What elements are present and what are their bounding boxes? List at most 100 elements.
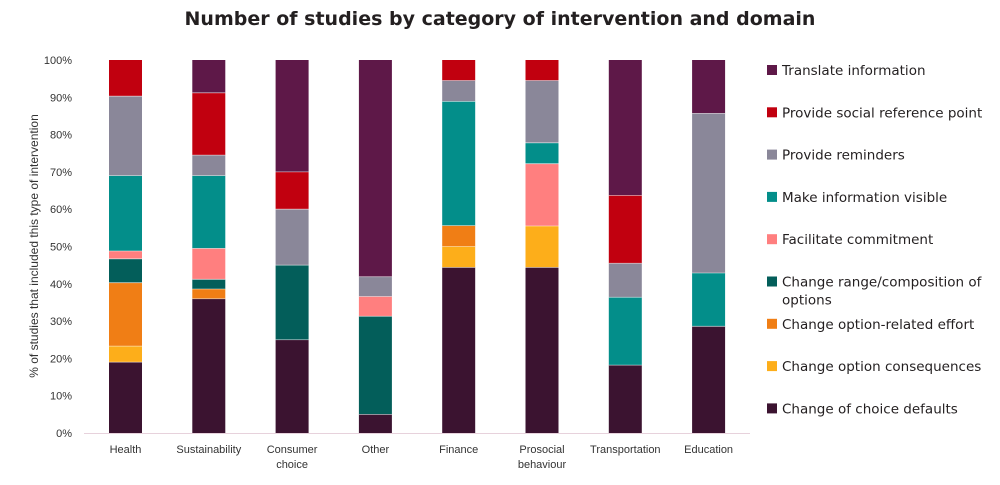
legend-swatch (767, 107, 777, 118)
legend-label: Change option-related effort (782, 317, 974, 333)
x-category-label: Education (684, 444, 733, 456)
bar-segment (192, 92, 226, 156)
bar-segment (109, 175, 142, 251)
bar-segment (275, 171, 309, 210)
bar-stack (442, 60, 476, 433)
legend-item: Provide reminders (767, 148, 905, 164)
legend-swatch (767, 276, 777, 287)
legend-swatch (767, 361, 777, 372)
bar-segment (192, 279, 226, 290)
y-tick-label: 60% (50, 204, 72, 216)
bar-segment (525, 163, 559, 226)
legend-swatch (767, 65, 777, 75)
legend-label: options (782, 293, 832, 309)
bar-segment (358, 316, 392, 415)
legend-swatch (767, 191, 777, 202)
bar-segment (109, 346, 142, 363)
bar-segment (692, 326, 726, 433)
legend-item: Facilitate commitment (767, 232, 933, 248)
bar-segment (692, 60, 726, 114)
bar-segment (109, 362, 142, 433)
bar-segment (275, 60, 309, 172)
bar-segment (358, 414, 392, 433)
bar-segment (358, 296, 392, 317)
bar-segment (525, 267, 559, 433)
bar-segment (608, 365, 642, 433)
legend-label: Facilitate commitment (782, 232, 933, 248)
y-tick-label: 10% (50, 391, 72, 403)
bar-segment (275, 265, 309, 340)
bar-segment (109, 258, 142, 283)
bar-segment (525, 225, 559, 268)
legend: Translate information Provide social refe… (767, 63, 983, 417)
legend-swatch (767, 403, 777, 414)
y-tick-label: 20% (50, 353, 72, 365)
bars (109, 60, 726, 433)
bar-stack (109, 60, 142, 433)
x-category-label: Health (110, 444, 142, 456)
bar-segment (442, 267, 476, 433)
x-axis-labels: Health Sustainability Consumer choice Other F… (110, 444, 733, 471)
y-tick-label: 40% (50, 279, 72, 291)
y-tick-label: 30% (50, 316, 72, 328)
x-category-label: choice (276, 459, 308, 471)
bar-segment (192, 155, 226, 176)
bar-segment (442, 80, 476, 102)
bar-segment (442, 225, 476, 247)
x-category-label: Consumer (267, 444, 318, 456)
bar-segment (692, 113, 726, 273)
bar-segment (192, 289, 226, 299)
legend-item: Translate information (767, 63, 926, 79)
bar-segment (525, 80, 559, 143)
legend-label: Translate information (781, 63, 926, 79)
bar-segment (442, 101, 476, 226)
legend-label: Change option consequences (782, 359, 981, 375)
y-tick-label: 50% (50, 242, 72, 254)
legend-label: Change range/composition of (782, 275, 983, 291)
bar-segment (192, 175, 226, 249)
legend-item: Change option consequences (767, 359, 981, 375)
legend-label: Make information visible (782, 190, 947, 206)
y-tick-label: 100% (44, 55, 72, 67)
y-tick-label: 0% (56, 428, 72, 440)
bar-segment (192, 248, 226, 280)
bar-segment (358, 60, 392, 277)
bar-segment (525, 142, 559, 164)
legend-item: Provide social reference point (767, 105, 982, 121)
bar-segment (192, 298, 226, 433)
bar-segment (608, 195, 642, 264)
bar-segment (109, 250, 142, 259)
chart-title: Number of studies by category of interve… (184, 8, 816, 30)
bar-segment (442, 246, 476, 268)
bar-segment (608, 263, 642, 298)
bar-segment (109, 96, 142, 176)
bar-segment (109, 60, 142, 97)
bar-segment (275, 209, 309, 266)
bar-stack (525, 60, 559, 433)
bar-segment (275, 339, 309, 433)
y-axis-ticks: 0% 10% 20% 30% 40% 50% 60% 70% 80% 90% 100% (44, 55, 72, 440)
bar-stack (275, 60, 309, 433)
legend-item: Change range/composition of options (767, 275, 983, 309)
y-tick-label: 80% (50, 130, 72, 142)
bar-stack (192, 60, 226, 433)
bar-segment (608, 60, 642, 196)
x-category-label: Finance (439, 444, 478, 456)
bar-segment (692, 272, 726, 327)
y-axis-label: % of studies that included this type of … (27, 114, 41, 378)
legend-label: Provide reminders (782, 148, 905, 164)
x-category-label: Sustainability (176, 444, 241, 456)
x-category-label: Other (362, 444, 390, 456)
legend-swatch (767, 318, 777, 329)
legend-swatch (767, 149, 777, 160)
legend-swatch (767, 234, 777, 245)
y-tick-label: 90% (50, 92, 72, 104)
bar-segment (358, 276, 392, 297)
y-tick-label: 70% (50, 167, 72, 179)
bar-segment (608, 297, 642, 366)
bar-stack (358, 60, 392, 433)
bar-segment (192, 60, 226, 93)
x-category-label: behaviour (518, 459, 567, 471)
bar-stack (692, 60, 726, 433)
